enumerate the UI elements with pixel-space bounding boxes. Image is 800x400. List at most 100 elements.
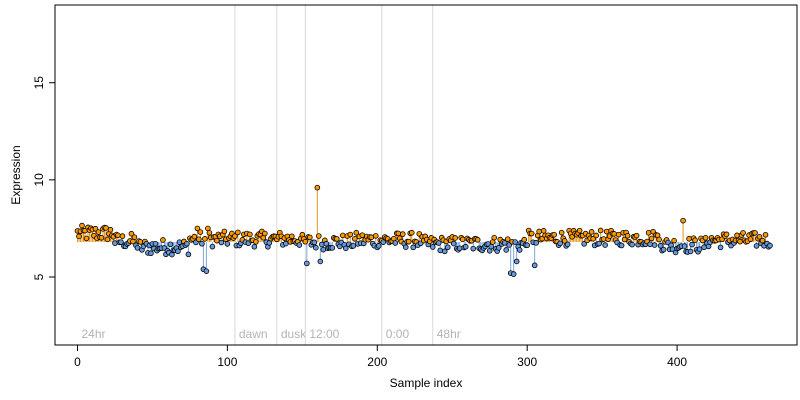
data-point <box>752 230 758 236</box>
data-point <box>167 241 174 248</box>
x-tick-label: 200 <box>367 355 387 369</box>
data-point <box>444 244 451 251</box>
data-point <box>76 233 82 240</box>
data-point <box>503 247 509 253</box>
data-point <box>602 242 608 248</box>
data-point <box>399 231 406 237</box>
data-point <box>221 228 228 235</box>
data-point <box>203 268 210 274</box>
data-point <box>224 241 231 247</box>
data-point <box>681 243 688 249</box>
marker-label: 24hr <box>81 327 105 341</box>
data-point <box>689 241 695 248</box>
data-point <box>645 229 652 236</box>
data-point <box>262 230 268 237</box>
y-axis-ticks: 5 10 15 <box>32 76 55 280</box>
data-point <box>581 241 587 247</box>
data-point <box>375 243 382 249</box>
data-point <box>185 251 192 258</box>
data-point <box>175 248 181 255</box>
data-point <box>410 244 417 251</box>
data-point <box>103 225 109 231</box>
data-point <box>633 232 640 239</box>
data-point <box>313 244 319 251</box>
data-point <box>717 244 724 251</box>
data-point <box>671 237 677 244</box>
data-point <box>251 243 258 250</box>
data-point <box>104 236 111 243</box>
x-tick-label: 0 <box>74 355 81 369</box>
data-point <box>347 231 354 238</box>
data-point <box>686 235 692 242</box>
data-point <box>128 230 135 237</box>
data-point <box>747 236 754 242</box>
data-point <box>311 239 318 246</box>
data-point <box>148 250 154 257</box>
data-point <box>115 232 121 239</box>
data-point <box>206 229 213 236</box>
data-points <box>74 184 773 277</box>
data-point <box>501 240 508 246</box>
data-point <box>597 227 604 234</box>
data-point <box>621 236 628 243</box>
data-point <box>734 232 740 239</box>
y-tick-label: 5 <box>32 273 46 280</box>
data-point <box>316 233 322 239</box>
data-point <box>351 236 358 242</box>
data-point <box>576 227 583 234</box>
data-point <box>435 240 442 246</box>
data-point <box>289 233 295 240</box>
data-point <box>196 236 202 243</box>
data-point <box>762 231 769 238</box>
data-point <box>235 229 241 236</box>
data-point <box>660 246 667 253</box>
deviation-bars <box>76 187 771 275</box>
data-point <box>737 238 743 245</box>
data-point <box>95 229 102 235</box>
axes: 0 100 200 300 400 5 10 15 <box>32 4 798 369</box>
data-point <box>359 232 366 238</box>
data-point <box>83 235 90 242</box>
data-point <box>112 240 118 246</box>
data-point <box>197 229 204 235</box>
data-point <box>615 231 622 238</box>
data-point <box>618 242 625 249</box>
data-point <box>593 232 599 239</box>
data-point <box>528 230 535 237</box>
data-point <box>510 271 517 277</box>
data-point <box>558 229 565 236</box>
data-point <box>491 234 498 241</box>
data-point <box>564 241 571 248</box>
y-axis-label: Expression <box>9 145 23 204</box>
data-point <box>656 236 662 243</box>
data-point <box>680 217 686 224</box>
data-point <box>624 232 631 239</box>
data-point <box>350 243 357 249</box>
data-point <box>131 234 138 240</box>
data-point <box>756 233 763 240</box>
data-point <box>702 234 709 241</box>
x-tick-label: 400 <box>667 355 687 369</box>
data-point <box>603 228 610 235</box>
data-point <box>314 184 321 191</box>
data-point <box>340 232 346 239</box>
data-point <box>405 238 412 245</box>
data-point <box>600 236 607 242</box>
data-point <box>452 235 459 241</box>
data-point <box>199 240 205 247</box>
data-point <box>191 233 198 240</box>
x-axis-label: Sample index <box>390 376 463 390</box>
data-point <box>118 239 124 245</box>
data-point <box>137 239 144 245</box>
data-point <box>516 247 523 253</box>
x-tick-label: 300 <box>517 355 537 369</box>
data-point <box>320 246 327 253</box>
data-point <box>557 240 563 247</box>
data-point <box>767 242 773 249</box>
data-point <box>107 226 114 233</box>
data-point <box>459 236 466 243</box>
data-point <box>723 231 730 238</box>
marker-label: 0:00 <box>386 327 410 341</box>
data-point <box>184 240 190 247</box>
data-point <box>408 229 415 236</box>
